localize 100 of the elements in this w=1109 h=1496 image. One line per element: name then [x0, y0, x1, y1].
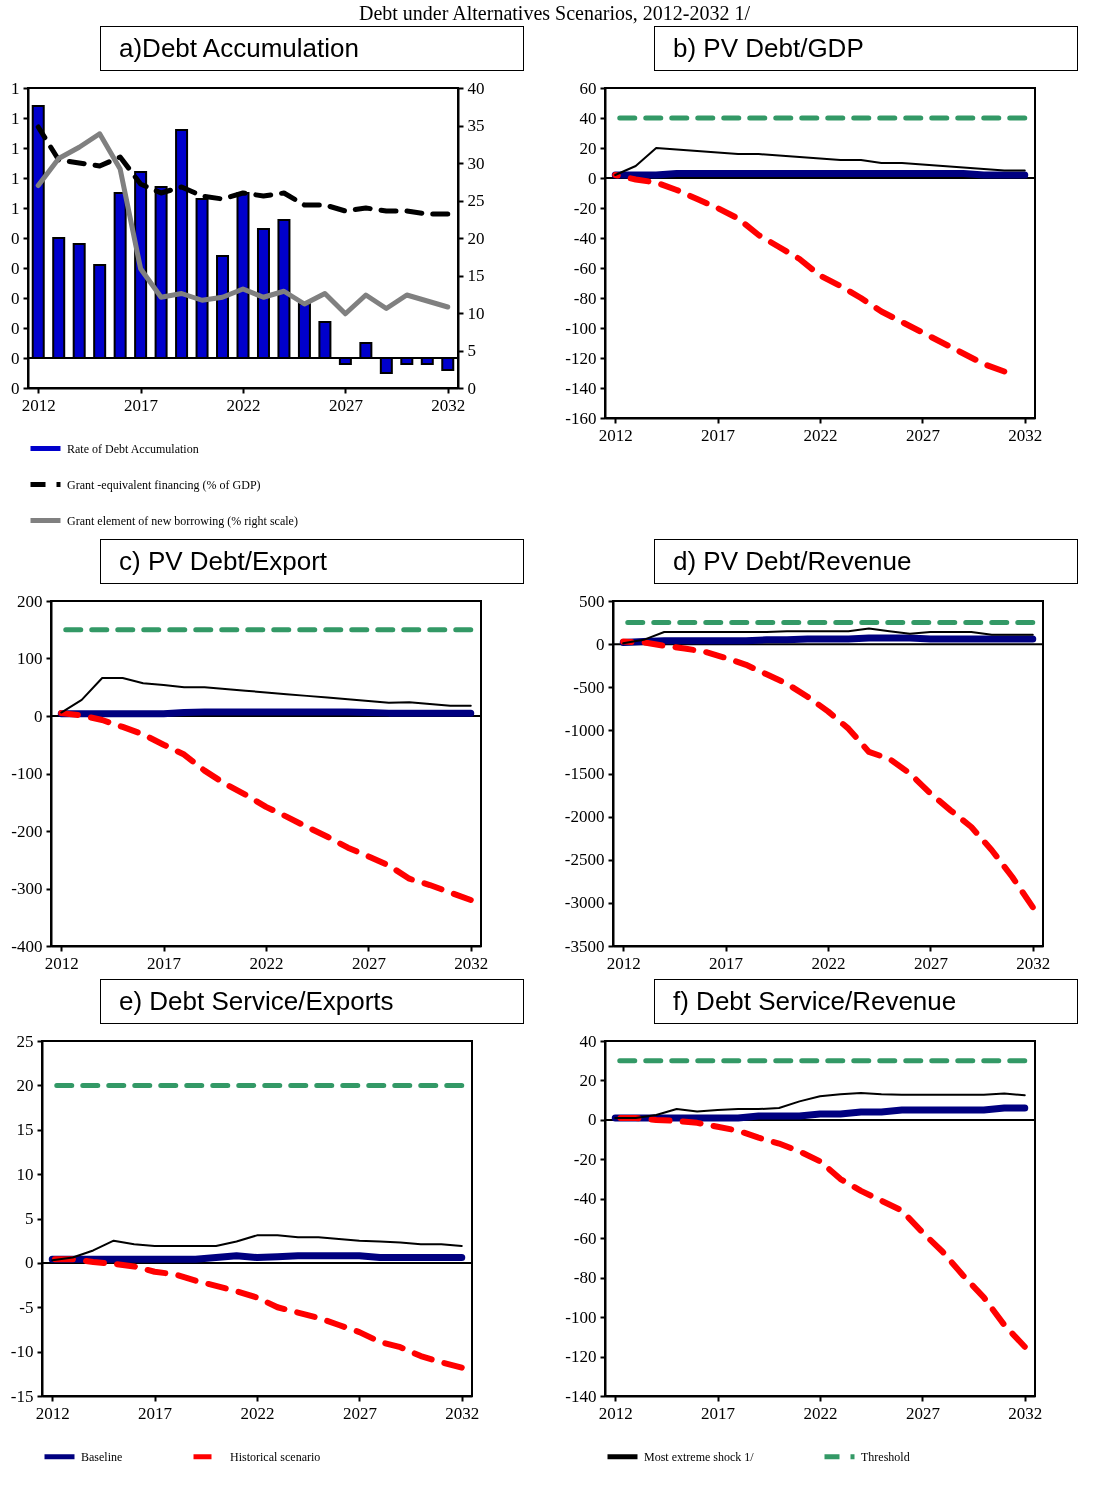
x-tick-label: 2032	[1008, 1403, 1043, 1423]
chart-title: e) Debt Service/Exports	[100, 979, 524, 1024]
legend-label: Historical scenario	[230, 1449, 321, 1464]
legend-label: Grant element of new borrowing (% right scale)	[67, 513, 298, 528]
y-tick-label: 20	[16, 1075, 34, 1095]
x-tick-label: 2027	[905, 1403, 941, 1423]
x-tick-label: 2012	[21, 395, 56, 415]
y-tick-label: 40	[579, 1031, 597, 1051]
x-tick-label: 2032	[445, 1403, 480, 1423]
y2-tick-label: 5	[467, 341, 476, 360]
y-tick-label: 0	[11, 228, 20, 248]
x-tick-label: 2022	[803, 425, 838, 445]
y2-tick-label: 25	[467, 191, 485, 210]
x-tick-label: 2022	[803, 1403, 838, 1423]
y-tick-label: 0	[34, 706, 43, 726]
y-tick-label: 0	[588, 168, 597, 188]
legend-label: Baseline	[81, 1449, 123, 1464]
x-tick-label: 2032	[454, 953, 489, 973]
y-tick-label: 40	[579, 108, 597, 128]
y-tick-label: -100	[565, 1307, 597, 1327]
x-tick-label: 2027	[328, 395, 364, 415]
y-tick-label: -100	[11, 764, 43, 783]
x-tick-label: 2027	[905, 425, 941, 445]
legend-label: Threshold	[861, 1449, 910, 1464]
y-tick-label: 0	[596, 634, 605, 654]
chart-title: a)Debt Accumulation	[100, 26, 524, 71]
x-tick-label: 2027	[342, 1403, 378, 1423]
x-tick-label: 2012	[598, 1403, 633, 1423]
y-tick-label: 500	[579, 591, 605, 611]
y-tick-label: -3000	[564, 893, 605, 913]
chart-title: d) PV Debt/Revenue	[654, 539, 1078, 584]
y-tick-label: 0	[588, 1110, 597, 1130]
y2-tick-label: 0	[467, 378, 476, 398]
chart-title: b) PV Debt/GDP	[654, 26, 1078, 71]
chart-title: c) PV Debt/Export	[100, 539, 524, 584]
x-tick-label: 2027	[913, 953, 949, 973]
y-tick-label: -10	[10, 1342, 34, 1362]
y-tick-label: 0	[25, 1253, 34, 1273]
x-tick-label: 2027	[351, 953, 387, 973]
y-tick-label: -80	[573, 1268, 597, 1288]
y-tick-label: 0	[11, 258, 20, 278]
x-tick-label: 2022	[240, 1403, 275, 1423]
x-tick-label: 2017	[709, 953, 744, 973]
y-tick-label: -120	[565, 348, 597, 368]
y-tick-label: -300	[11, 879, 43, 898]
x-tick-label: 2022	[226, 395, 261, 415]
chart-title: f) Debt Service/Revenue	[654, 979, 1078, 1024]
x-tick-label: 2032	[431, 395, 466, 415]
x-tick-label: 2022	[811, 953, 846, 973]
y-tick-label: 0	[11, 348, 20, 368]
y-tick-label: -2500	[564, 850, 605, 870]
y2-tick-label: 35	[467, 116, 485, 135]
x-tick-label: 2012	[606, 953, 641, 973]
y-tick-label: -20	[573, 1149, 597, 1169]
y-tick-label: 100	[17, 649, 43, 668]
y-tick-label: 0	[11, 318, 20, 338]
y-tick-label: 20	[579, 138, 597, 158]
y-tick-label: 1	[11, 168, 20, 188]
legend-label: Grant -equivalent financing (% of GDP)	[67, 477, 261, 492]
legend-label: Most extreme shock 1/	[644, 1449, 755, 1464]
y-tick-label: 1	[11, 78, 20, 98]
x-tick-label: 2032	[1016, 953, 1051, 973]
y2-tick-label: 10	[467, 303, 485, 323]
x-tick-label: 2012	[598, 425, 633, 445]
y-tick-label: -1500	[564, 764, 605, 783]
y-tick-label: -1000	[564, 720, 605, 740]
y-tick-label: 1	[11, 198, 20, 218]
y2-tick-label: 30	[467, 153, 485, 173]
y-tick-label: -2000	[564, 807, 605, 827]
x-tick-label: 2017	[124, 395, 159, 415]
y-tick-label: -200	[11, 821, 43, 841]
y-tick-label: -120	[565, 1347, 597, 1367]
y-tick-label: -40	[573, 228, 597, 248]
y-tick-label: 1	[11, 138, 20, 158]
x-tick-label: 2022	[249, 953, 284, 973]
y-tick-label: 20	[579, 1070, 597, 1090]
y2-tick-label: 15	[467, 266, 485, 285]
y-tick-label: 0	[11, 378, 20, 398]
x-tick-label: 2017	[138, 1403, 173, 1423]
text: Debt under Alternatives Scenarios, 2012-2032 1/	[358, 1, 751, 26]
y-tick-label: 25	[16, 1031, 34, 1051]
y-tick-label: -5	[19, 1297, 34, 1317]
legend-label: Rate of Debt Accumulation	[67, 441, 199, 456]
y-tick-label: 0	[11, 288, 20, 308]
y-tick-label: -3500	[564, 936, 605, 956]
y-tick-label: -160	[565, 408, 597, 428]
y-tick-label: -100	[565, 318, 597, 338]
x-tick-label: 2012	[35, 1403, 70, 1423]
x-tick-label: 2017	[701, 425, 736, 445]
x-tick-label: 2032	[1008, 425, 1043, 445]
y-tick-label: -60	[573, 258, 597, 278]
y2-tick-label: 20	[467, 228, 485, 248]
y-tick-label: -15	[10, 1386, 34, 1406]
y-tick-label: 200	[17, 591, 43, 611]
y-tick-label: -20	[573, 198, 597, 218]
x-tick-label: 2012	[44, 953, 79, 973]
y-tick-label: 5	[25, 1209, 34, 1228]
y-tick-label: -500	[573, 677, 605, 697]
y-tick-label: -40	[573, 1189, 597, 1209]
y-tick-label: -140	[565, 1386, 597, 1406]
